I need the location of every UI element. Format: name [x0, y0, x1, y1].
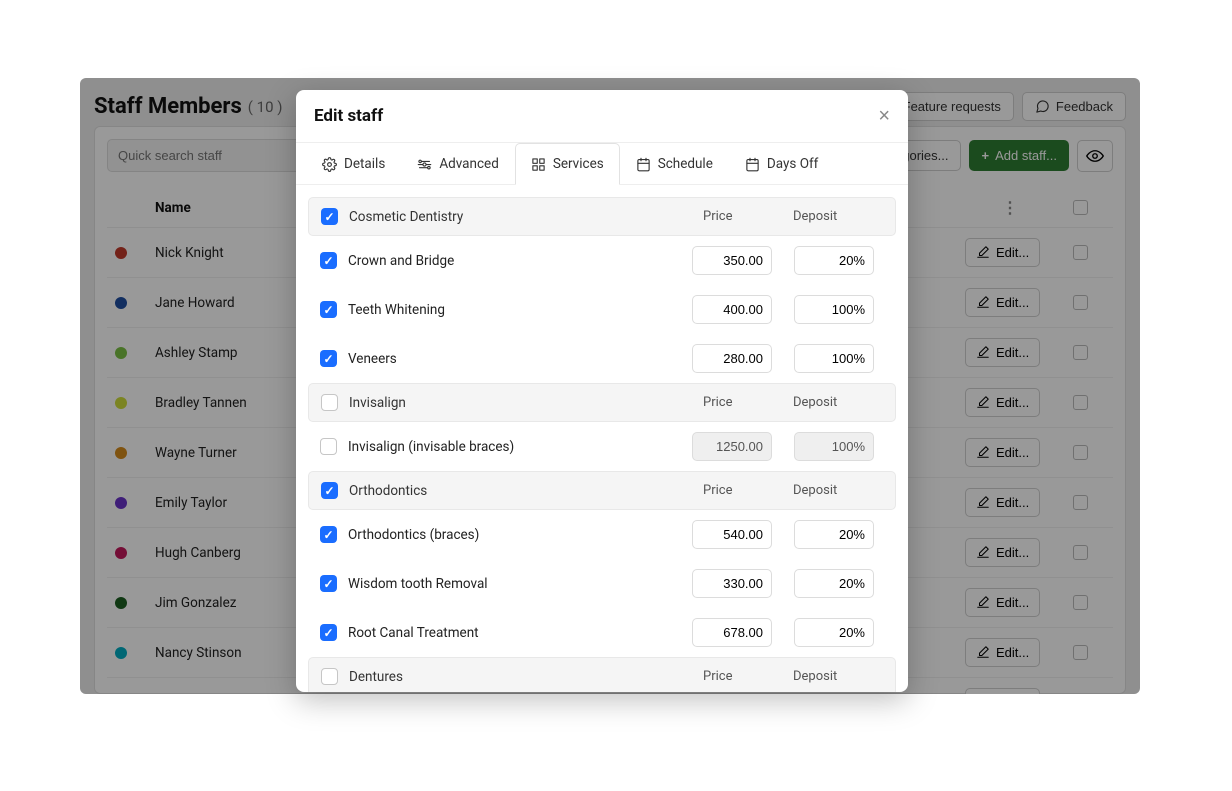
price-header: Price	[703, 395, 793, 410]
deposit-input[interactable]	[794, 618, 874, 647]
tab-details[interactable]: Details	[306, 143, 401, 184]
service-name: Invisalign (invisable braces)	[348, 439, 692, 455]
calendar-icon	[636, 157, 651, 172]
edit-staff-modal: Edit staff × Details Advanced Services S…	[296, 90, 908, 692]
service-name: Wisdom tooth Removal	[348, 576, 692, 592]
calendar-off-icon	[745, 157, 760, 172]
service-row: Veneers	[308, 334, 896, 383]
price-input[interactable]	[692, 432, 772, 461]
category-checkbox[interactable]	[321, 208, 338, 225]
service-checkbox[interactable]	[320, 252, 337, 269]
price-header: Price	[703, 209, 793, 224]
tab-schedule-label: Schedule	[658, 156, 713, 172]
category-name: Invisalign	[349, 395, 703, 411]
deposit-input[interactable]	[794, 569, 874, 598]
price-header: Price	[703, 669, 793, 684]
service-checkbox[interactable]	[320, 624, 337, 641]
category-name: Orthodontics	[349, 483, 703, 499]
tab-advanced-label: Advanced	[439, 156, 499, 172]
service-category-header: DenturesPriceDeposit	[308, 657, 896, 692]
service-checkbox[interactable]	[320, 575, 337, 592]
service-checkbox[interactable]	[320, 301, 337, 318]
deposit-header: Deposit	[793, 669, 883, 684]
category-checkbox[interactable]	[321, 482, 338, 499]
price-header: Price	[703, 483, 793, 498]
deposit-input[interactable]	[794, 344, 874, 373]
service-row: Wisdom tooth Removal	[308, 559, 896, 608]
category-name: Cosmetic Dentistry	[349, 209, 703, 225]
service-checkbox[interactable]	[320, 438, 337, 455]
service-row: Root Canal Treatment	[308, 608, 896, 657]
service-row: Crown and Bridge	[308, 236, 896, 285]
service-row: Teeth Whitening	[308, 285, 896, 334]
tab-details-label: Details	[344, 156, 385, 172]
service-name: Veneers	[348, 351, 692, 367]
deposit-header: Deposit	[793, 483, 883, 498]
service-name: Root Canal Treatment	[348, 625, 692, 641]
category-checkbox[interactable]	[321, 668, 338, 685]
modal-tabs: Details Advanced Services Schedule Days …	[296, 143, 908, 185]
deposit-input[interactable]	[794, 295, 874, 324]
deposit-input[interactable]	[794, 246, 874, 275]
price-input[interactable]	[692, 246, 772, 275]
service-checkbox[interactable]	[320, 350, 337, 367]
service-checkbox[interactable]	[320, 526, 337, 543]
tab-schedule[interactable]: Schedule	[620, 143, 729, 184]
deposit-header: Deposit	[793, 395, 883, 410]
deposit-input[interactable]	[794, 432, 874, 461]
service-name: Crown and Bridge	[348, 253, 692, 269]
gear-icon	[322, 157, 337, 172]
price-input[interactable]	[692, 569, 772, 598]
service-category-header: OrthodonticsPriceDeposit	[308, 471, 896, 510]
service-category-header: Cosmetic DentistryPriceDeposit	[308, 197, 896, 236]
tab-daysoff[interactable]: Days Off	[729, 143, 834, 184]
service-row: Invisalign (invisable braces)	[308, 422, 896, 471]
price-input[interactable]	[692, 618, 772, 647]
sliders-icon	[417, 157, 432, 172]
deposit-input[interactable]	[794, 520, 874, 549]
modal-close-button[interactable]: ×	[878, 106, 890, 126]
service-category-header: InvisalignPriceDeposit	[308, 383, 896, 422]
service-name: Orthodontics (braces)	[348, 527, 692, 543]
price-input[interactable]	[692, 344, 772, 373]
service-name: Teeth Whitening	[348, 302, 692, 318]
category-name: Dentures	[349, 669, 703, 685]
tab-daysoff-label: Days Off	[767, 156, 818, 172]
category-checkbox[interactable]	[321, 394, 338, 411]
service-row: Orthodontics (braces)	[308, 510, 896, 559]
modal-title: Edit staff	[314, 106, 383, 126]
price-input[interactable]	[692, 295, 772, 324]
grid-icon	[531, 157, 546, 172]
deposit-header: Deposit	[793, 209, 883, 224]
tab-advanced[interactable]: Advanced	[401, 143, 515, 184]
tab-services[interactable]: Services	[515, 143, 620, 185]
tab-services-label: Services	[553, 156, 604, 172]
close-icon: ×	[878, 105, 890, 127]
price-input[interactable]	[692, 520, 772, 549]
